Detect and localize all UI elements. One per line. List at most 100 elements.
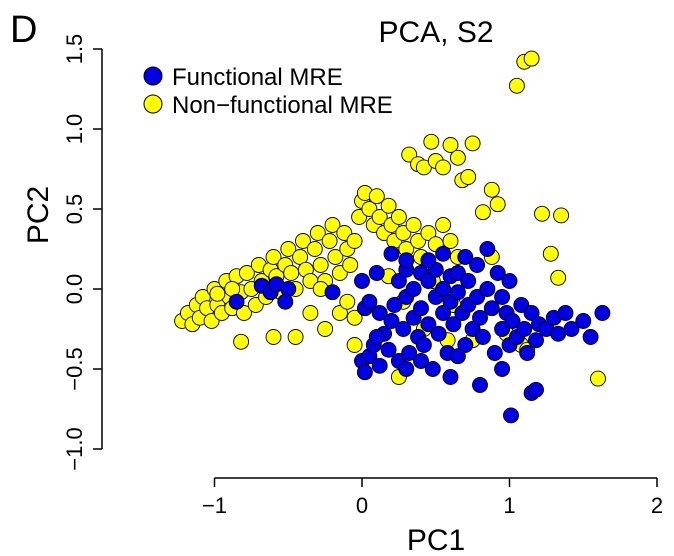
point-nonfunctional-mre <box>321 233 338 249</box>
point-nonfunctional-mre <box>423 133 440 150</box>
point-functional-mre <box>594 305 611 321</box>
x-tick-label: 0 <box>356 493 368 518</box>
point-nonfunctional-mre <box>283 265 300 281</box>
point-nonfunctional-mre <box>287 329 304 345</box>
point-nonfunctional-mre <box>464 135 481 152</box>
point-nonfunctional-mre <box>339 293 356 310</box>
legend-marker-nonfunctional <box>143 94 163 114</box>
point-functional-mre <box>457 249 474 265</box>
axes: −1 0 1 2 −1.0 −0.5 0.0 0.5 1.0 1.5 <box>62 34 663 518</box>
point-functional-mre <box>228 293 245 310</box>
point-nonfunctional-mre <box>324 217 341 233</box>
point-nonfunctional-mre <box>489 196 506 213</box>
point-functional-mre <box>435 281 452 297</box>
chart-title: PCA, S2 <box>378 16 493 49</box>
point-functional-mre <box>277 293 294 310</box>
point-nonfunctional-mre <box>309 225 326 241</box>
point-nonfunctional-mre <box>306 241 323 257</box>
point-functional-mre <box>383 245 400 262</box>
point-functional-mre <box>401 345 418 361</box>
point-functional-mre <box>501 273 518 289</box>
point-nonfunctional-mre <box>542 245 559 262</box>
point-nonfunctional-mre <box>442 233 459 249</box>
point-nonfunctional-mre <box>550 269 567 286</box>
point-nonfunctional-mre <box>534 205 550 222</box>
legend-label-functional: Functional MRE <box>172 64 343 91</box>
point-functional-mre <box>472 377 488 393</box>
point-functional-mre <box>420 252 437 269</box>
data-points <box>174 50 611 424</box>
point-functional-mre <box>472 309 488 326</box>
point-functional-mre <box>420 316 437 333</box>
point-functional-mre <box>361 293 378 310</box>
point-functional-mre <box>523 305 540 321</box>
point-nonfunctional-mre <box>523 50 540 67</box>
point-nonfunctional-mre <box>346 233 363 249</box>
point-functional-mre <box>494 289 511 305</box>
point-nonfunctional-mre <box>331 305 348 321</box>
point-functional-mre <box>460 273 477 289</box>
legend-label-nonfunctional: Non−functional MRE <box>172 92 393 119</box>
point-functional-mre <box>413 353 429 369</box>
point-functional-mre <box>435 305 452 321</box>
point-functional-mre <box>354 273 370 289</box>
point-functional-mre <box>528 332 544 349</box>
point-nonfunctional-mre <box>474 204 491 221</box>
y-tick-label: 0.0 <box>62 274 87 305</box>
point-nonfunctional-mre <box>280 241 297 257</box>
point-functional-mre <box>368 265 385 281</box>
point-nonfunctional-mre <box>236 305 252 321</box>
point-functional-mre <box>479 281 496 297</box>
point-functional-mre <box>420 273 437 289</box>
panel-label: D <box>10 9 37 51</box>
point-nonfunctional-mre <box>435 159 452 176</box>
x-axis-label: PC1 <box>407 524 465 556</box>
point-nonfunctional-mre <box>342 257 359 273</box>
point-functional-mre <box>449 284 466 301</box>
point-functional-mre <box>368 329 385 345</box>
point-nonfunctional-mre <box>483 181 500 198</box>
point-functional-mre <box>380 341 397 358</box>
point-nonfunctional-mre <box>302 305 319 321</box>
point-functional-mre <box>415 337 432 353</box>
x-tick-label: 2 <box>651 493 663 518</box>
point-nonfunctional-mre <box>442 137 459 153</box>
point-nonfunctional-mre <box>449 149 466 166</box>
point-functional-mre <box>582 329 599 345</box>
point-nonfunctional-mre <box>435 217 452 233</box>
point-functional-mre <box>494 361 511 377</box>
point-functional-mre <box>486 345 503 361</box>
point-functional-mre <box>356 364 373 381</box>
point-nonfunctional-mre <box>317 321 334 337</box>
point-nonfunctional-mre <box>346 337 363 353</box>
point-nonfunctional-mre <box>508 77 525 94</box>
y-tick-label: −0.5 <box>62 347 87 390</box>
point-nonfunctional-mre <box>295 233 311 249</box>
y-axis-label: PC2 <box>22 186 55 244</box>
point-nonfunctional-mre <box>368 188 385 205</box>
point-functional-mre <box>489 265 506 281</box>
point-nonfunctional-mre <box>238 265 255 281</box>
y-tick-label: 0.5 <box>62 194 87 225</box>
point-nonfunctional-mre <box>405 217 422 233</box>
legend: Functional MRE Non−functional MRE <box>143 64 393 119</box>
point-functional-mre <box>442 369 459 385</box>
point-functional-mre <box>371 357 388 374</box>
point-functional-mre <box>469 257 486 273</box>
point-nonfunctional-mre <box>209 285 226 302</box>
point-functional-mre <box>528 381 544 398</box>
x-tick-label: −1 <box>202 493 227 518</box>
point-functional-mre <box>405 281 422 297</box>
y-tick-label: −1.0 <box>62 427 87 470</box>
point-nonfunctional-mre <box>371 209 388 225</box>
point-functional-mre <box>413 300 429 317</box>
point-functional-mre <box>483 300 500 317</box>
point-nonfunctional-mre <box>312 257 329 273</box>
point-functional-mre <box>550 325 567 342</box>
point-functional-mre <box>575 313 592 329</box>
point-functional-mre <box>516 321 533 337</box>
point-functional-mre <box>398 252 415 269</box>
point-nonfunctional-mre <box>233 333 250 350</box>
point-functional-mre <box>457 337 474 353</box>
point-functional-mre <box>519 345 536 361</box>
